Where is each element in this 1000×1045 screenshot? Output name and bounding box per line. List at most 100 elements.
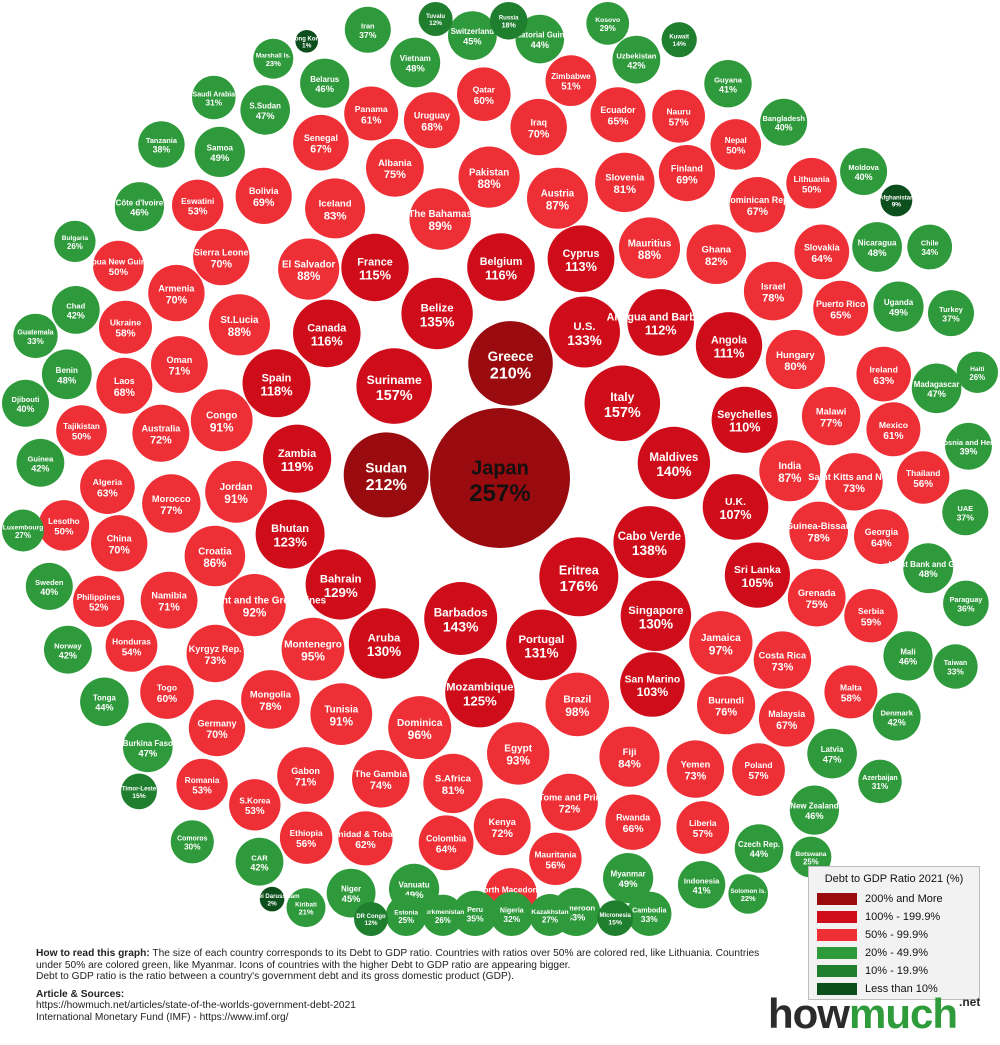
country-shape [637, 426, 711, 500]
country-shape [41, 349, 92, 400]
how-to-read-text: The size of each country corresponds to … [36, 948, 760, 971]
country-name: West Bank and Gaza [889, 560, 968, 569]
legend-item: 50% - 99.9% [817, 927, 971, 943]
country-name: Papua New Guinea [82, 258, 155, 267]
country-name: S.Korea [239, 796, 270, 805]
country-shape [448, 11, 497, 61]
country-pct: 78% [808, 533, 830, 545]
country-shape [658, 145, 716, 202]
country-name: Tunisia [324, 704, 358, 715]
country-shape [627, 891, 672, 936]
country-name: St.Lucia [220, 315, 259, 326]
country-shape [255, 499, 325, 569]
country-shape [487, 722, 550, 785]
country-name: Turkey [939, 305, 964, 314]
country-pct: 118% [260, 384, 293, 399]
country-name: Côte d'Ivoire [116, 198, 164, 207]
country-name: Russia [499, 16, 519, 22]
country-pct: 41% [719, 84, 737, 94]
country-name: Finland [671, 164, 703, 174]
legend-label: 10% - 19.9% [865, 965, 928, 977]
country-pct: 37% [942, 313, 960, 323]
legend-item: Less than 10% [817, 981, 971, 997]
country-name: Nepal [725, 136, 747, 145]
country-name: Belarus [310, 75, 340, 84]
country-name: Estonia [394, 909, 418, 916]
country-name: Samoa [207, 144, 234, 153]
country-name: Canada [307, 323, 347, 335]
country-name: Seychelles [717, 409, 772, 421]
country-pct: 133% [567, 333, 602, 348]
country-pct: 32% [503, 914, 520, 924]
country-name: Turkmenistan [422, 909, 465, 916]
country-pct: 47% [138, 747, 157, 758]
country-shape [300, 58, 350, 108]
country-name: Pakistan [469, 167, 509, 178]
country-shape [515, 14, 565, 64]
country-name: Iran [361, 21, 375, 30]
country-name: Paraguay [949, 595, 983, 604]
country-name: Congo [206, 411, 237, 422]
country-pct: 97% [709, 643, 733, 657]
country-pct: 63% [873, 376, 894, 387]
country-shape [2, 379, 49, 427]
country-name: Belize [421, 303, 454, 315]
country-shape [56, 405, 107, 456]
country-shape [424, 582, 498, 655]
country-shape [240, 85, 290, 135]
country-name: Maldives [649, 451, 698, 464]
country-pct: 65% [830, 309, 852, 321]
country-name: Egypt [504, 744, 532, 755]
source-link-imf[interactable]: International Monetary Fund (IMF) - http… [36, 1011, 289, 1023]
debt-to-gdp-bubble-map: Japan257%Sudan212%Greece210%Eritrea176%S… [2, 2, 999, 937]
country-shape [452, 890, 498, 937]
footnote: How to read this graph: The size of each… [36, 948, 766, 1023]
country-shape [341, 233, 409, 302]
country-shape [666, 740, 725, 798]
how-to-read: How to read this graph: The size of each… [36, 948, 766, 971]
country-shape [825, 453, 883, 511]
country-shape [473, 798, 531, 856]
country-shape [194, 126, 245, 177]
country-name: Austria [541, 189, 575, 200]
country-name: Timor-Leste [122, 786, 157, 792]
howmuch-logo: howmuch .net [768, 990, 988, 1038]
country-pct: 56% [296, 839, 316, 850]
country-pct: 47% [823, 754, 842, 765]
country-pct: 12% [429, 20, 442, 27]
country-name: Switzerland [451, 27, 495, 36]
country-name: Germany [197, 718, 236, 728]
country-name: Guyana [714, 75, 743, 84]
source-link-article[interactable]: https://howmuch.net/articles/state-of-th… [36, 1000, 356, 1011]
country-shape [549, 296, 620, 368]
country-name: Saudi Arabia [193, 91, 236, 98]
country-name: Qatar [473, 85, 496, 95]
country-name: Malaysia [768, 709, 805, 719]
country-shape [51, 286, 100, 334]
country-pct: 73% [771, 662, 793, 674]
country-shape [840, 148, 888, 195]
country-name: Belgium [480, 256, 523, 268]
country-shape [613, 506, 686, 579]
country-pct: 70% [108, 545, 130, 557]
